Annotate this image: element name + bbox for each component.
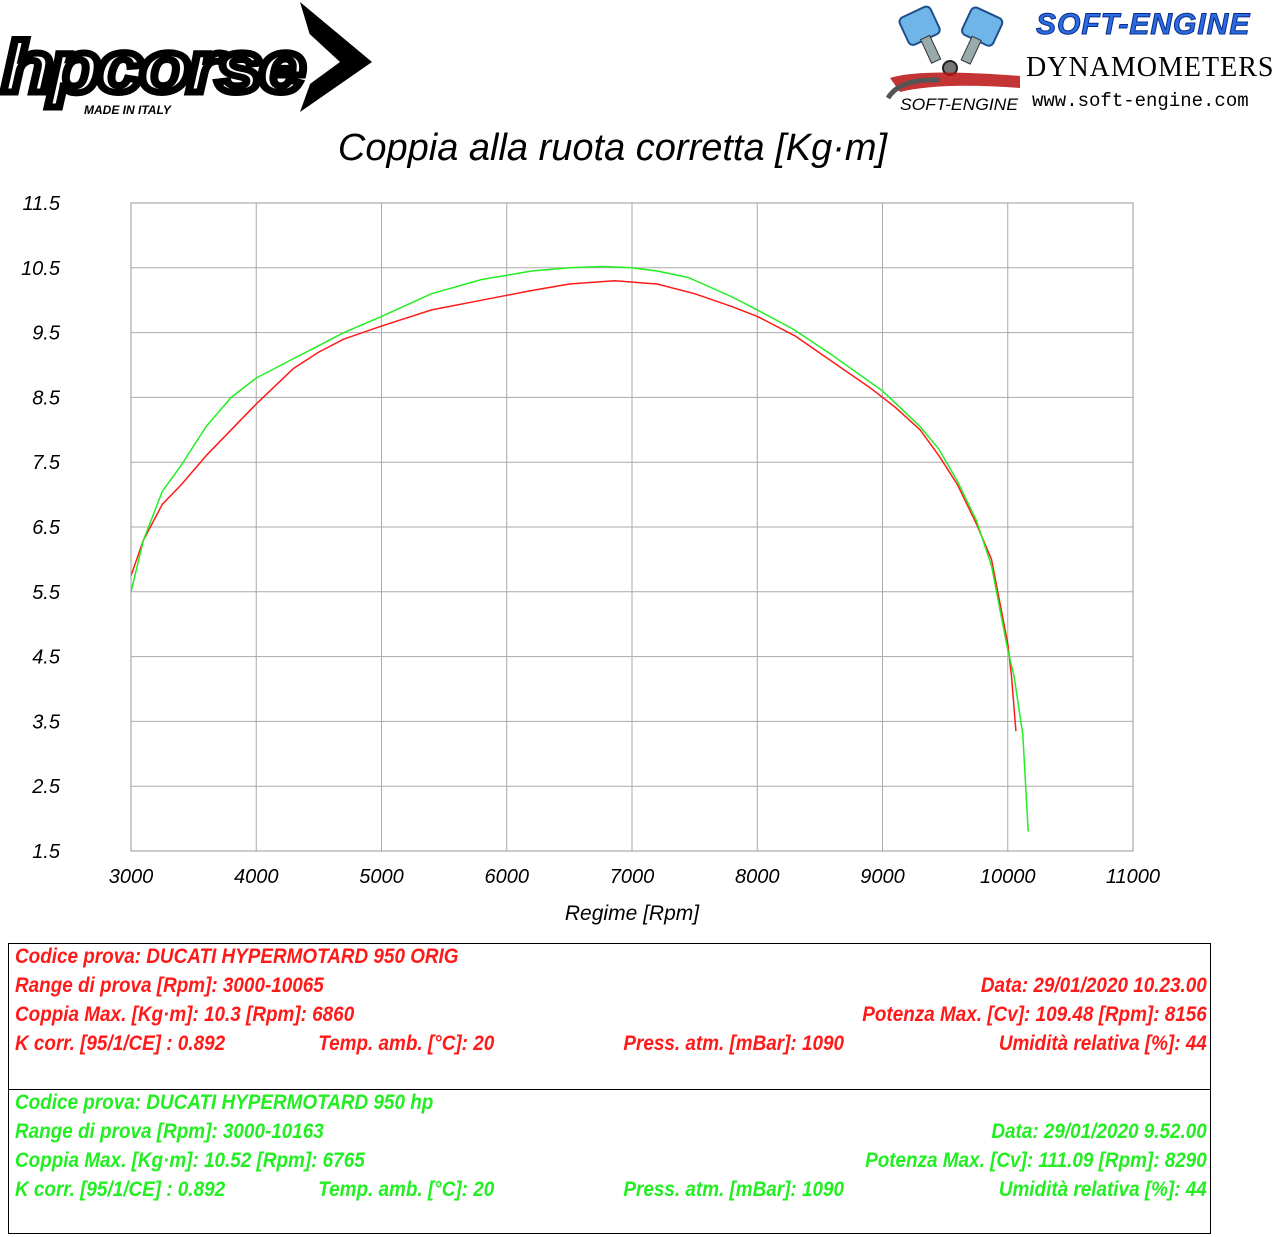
info-line-range: Range di prova [Rpm]: 3000-10065 Data: 2… (15, 974, 1207, 1003)
soft-engine-emblem-text: SOFT-ENGINE (900, 95, 1019, 114)
data-prova: Data: 29/01/2020 9.52.00 (991, 1120, 1207, 1143)
y-tick-label: 11.5 (23, 193, 61, 215)
info-line-range: Range di prova [Rpm]: 3000-10163 Data: 2… (15, 1120, 1207, 1149)
red-test-info: Codice prova: DUCATI HYPERMOTARD 950 ORI… (15, 945, 1208, 1061)
hp-chevron-logo (288, 2, 372, 112)
y-tick-label: 8.5 (32, 387, 61, 409)
v-twin-pistons-icon: SOFT-ENGINE (885, 5, 1020, 114)
codice-prova: Codice prova: DUCATI HYPERMOTARD 950 hp (15, 1091, 434, 1114)
red-series-line (130, 280, 1017, 732)
chart-grid (130, 202, 1134, 852)
green-test-info: Codice prova: DUCATI HYPERMOTARD 950 hp … (15, 1091, 1208, 1207)
y-tick-label: 3.5 (32, 711, 61, 733)
umidita-relativa: Umidità relativa [%]: 44 (998, 1178, 1207, 1201)
y-tick-label: 2.5 (31, 776, 61, 798)
potenza-max: Potenza Max. [Cv]: 111.09 [Rpm]: 8290 (865, 1149, 1207, 1172)
x-tick-label: 3000 (109, 866, 154, 888)
range-di-prova: Range di prova [Rpm]: 3000-10065 (15, 974, 324, 997)
data-prova: Data: 29/01/2020 10.23.00 (980, 974, 1207, 997)
x-tick-label: 10000 (980, 866, 1036, 888)
soft-engine-url: www.soft-engine.com (1032, 90, 1249, 112)
k-corr: K corr. [95/1/CE] : 0.892 (15, 1178, 226, 1201)
press-atm: Press. atm. [mBar]: 1090 (623, 1178, 845, 1201)
info-line-conditions: K corr. [95/1/CE] : 0.892 Temp. amb. [°C… (15, 1032, 1207, 1061)
codice-prova: Codice prova: DUCATI HYPERMOTARD 950 ORI… (15, 945, 459, 968)
info-line-coppia: Coppia Max. [Kg·m]: 10.3 [Rpm]: 6860 Pot… (15, 1003, 1207, 1032)
y-tick-label: 6.5 (32, 517, 61, 539)
info-divider (9, 1089, 1210, 1090)
temp-amb: Temp. amb. [°C]: 20 (318, 1178, 495, 1201)
info-line-coppia: Coppia Max. [Kg·m]: 10.52 [Rpm]: 6765 Po… (15, 1149, 1207, 1178)
y-tick-label: 4.5 (32, 647, 61, 669)
info-line-codice: Codice prova: DUCATI HYPERMOTARD 950 hp (15, 1091, 1207, 1120)
test-info-box: Codice prova: DUCATI HYPERMOTARD 950 ORI… (8, 943, 1211, 1234)
range-di-prova: Range di prova [Rpm]: 3000-10163 (15, 1120, 324, 1143)
y-tick-label: 5.5 (32, 582, 61, 604)
plot-frame (130, 202, 1134, 852)
torque-chart: 11.5 10.5 9.5 8.5 7.5 6.5 5.5 4.5 3.5 2.5 1.5 3000… (21, 193, 1160, 925)
umidita-relativa: Umidità relativa [%]: 44 (998, 1032, 1207, 1055)
coppia-max: Coppia Max. [Kg·m]: 10.3 [Rpm]: 6860 (15, 1003, 355, 1026)
made-in-italy-tagline: MADE IN ITALY (84, 103, 172, 117)
y-tick-label: 10.5 (21, 258, 61, 280)
y-axis-ticks: 11.5 10.5 9.5 8.5 7.5 6.5 5.5 4.5 3.5 2.5 1.5 (21, 193, 61, 863)
x-tick-label: 4000 (234, 866, 279, 888)
potenza-max: Potenza Max. [Cv]: 109.48 [Rpm]: 8156 (862, 1003, 1207, 1026)
soft-engine-brand: SOFT-ENGINE (1035, 8, 1251, 42)
x-axis-ticks: 3000 4000 5000 6000 7000 8000 9000 10000 11000 (109, 866, 1160, 888)
x-tick-label: 9000 (860, 866, 905, 888)
y-tick-label: 9.5 (32, 323, 61, 345)
hpcorse-wordmark: hpcorse (2, 28, 304, 108)
chart-series (130, 265, 1029, 832)
info-line-codice: Codice prova: DUCATI HYPERMOTARD 950 ORI… (15, 945, 1207, 974)
press-atm: Press. atm. [mBar]: 1090 (623, 1032, 845, 1055)
x-tick-label: 8000 (735, 866, 780, 888)
info-line-conditions: K corr. [95/1/CE] : 0.892 Temp. amb. [°C… (15, 1178, 1207, 1207)
hpcorse-logo: hpcorse MADE IN ITALY (0, 2, 372, 117)
coppia-max: Coppia Max. [Kg·m]: 10.52 [Rpm]: 6765 (15, 1149, 365, 1172)
x-axis-label: Regime [Rpm] (565, 902, 700, 925)
k-corr: K corr. [95/1/CE] : 0.892 (15, 1032, 226, 1055)
chart-title: Coppia alla ruota corretta [Kg·m] (337, 127, 888, 169)
x-tick-label: 6000 (485, 866, 530, 888)
y-tick-label: 1.5 (32, 841, 61, 863)
temp-amb: Temp. amb. [°C]: 20 (318, 1032, 495, 1055)
dynamometers-subtitle: DYNAMOMETERS (1026, 52, 1275, 83)
x-tick-label: 5000 (359, 866, 404, 888)
green-series-line (130, 265, 1029, 832)
y-tick-label: 7.5 (32, 452, 61, 474)
x-tick-label: 11000 (1106, 866, 1160, 888)
x-tick-label: 7000 (610, 866, 655, 888)
